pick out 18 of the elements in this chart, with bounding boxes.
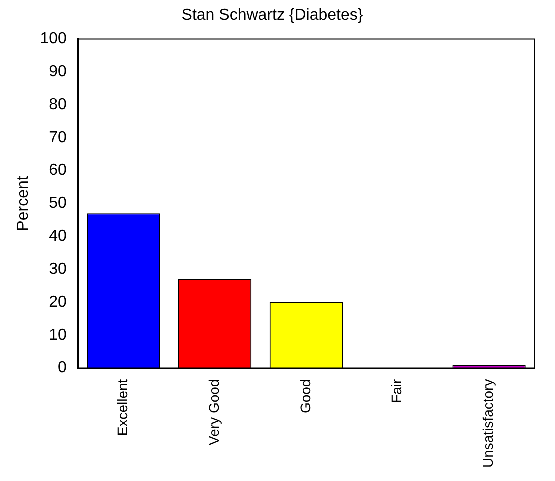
x-tick-label: Very Good bbox=[206, 379, 222, 446]
y-tick-label: 80 bbox=[49, 96, 67, 114]
chart-title: Stan Schwartz {Diabetes} bbox=[182, 7, 364, 24]
y-tick-label: 100 bbox=[40, 30, 67, 48]
x-tick-label: Unsatisfactory bbox=[480, 379, 496, 468]
x-tick-label: Fair bbox=[388, 378, 405, 404]
y-tick-label: 50 bbox=[49, 195, 67, 212]
y-tick-label: 70 bbox=[49, 129, 67, 146]
x-tick-label: Good bbox=[297, 379, 314, 414]
y-axis-title: Percent bbox=[15, 176, 32, 232]
y-tick-label: 40 bbox=[49, 228, 67, 246]
y-tick-label: 30 bbox=[49, 260, 67, 278]
y-tick-label: 0 bbox=[58, 360, 67, 377]
y-tick-label: 20 bbox=[49, 294, 67, 311]
y-tick-label: 10 bbox=[49, 326, 67, 344]
y-tick-label: 90 bbox=[49, 64, 67, 81]
x-tick-label: Excellent bbox=[114, 379, 130, 436]
y-tick-label: 60 bbox=[49, 162, 67, 180]
